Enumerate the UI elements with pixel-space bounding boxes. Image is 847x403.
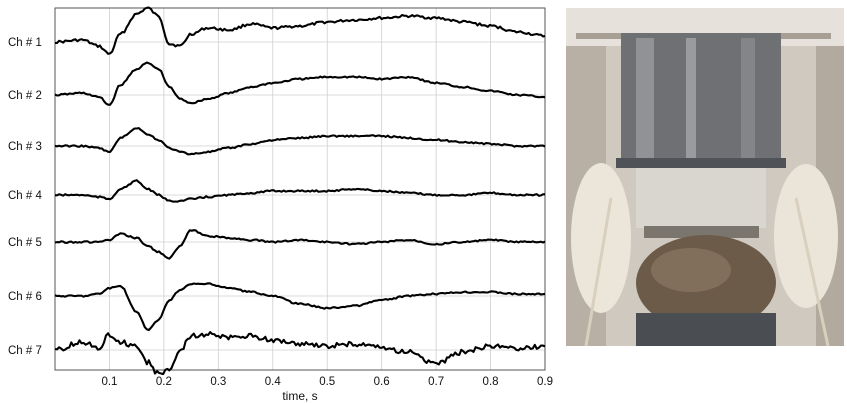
- series-line-ch6: [54, 282, 546, 332]
- channel-label-4: Ch # 4: [8, 190, 42, 202]
- x-tick-label: 0.9: [537, 376, 553, 388]
- channel-labels-group: Ch # 1 Ch # 2 Ch # 3 Ch # 4 Ch # 5 Ch # 6 Ch #…: [8, 37, 42, 357]
- series-line-ch4: [54, 179, 545, 203]
- channel-label-1: Ch # 1: [8, 37, 42, 49]
- x-tick-label: 0.7: [428, 376, 444, 388]
- x-tick-label: 0.1: [101, 376, 117, 388]
- grid-lines: [55, 8, 546, 370]
- channel-trace-chart: Ch # 1 Ch # 2 Ch # 3 Ch # 4 Ch # 5 Ch # 6 Ch #…: [8, 6, 553, 403]
- cable-bundles: [571, 163, 838, 346]
- series-line-ch5: [54, 229, 546, 260]
- x-tick-labels-group: 0.1 0.2 0.3 0.4 0.5 0.6 0.7 0.8 0.9: [101, 376, 553, 388]
- plot-frame: [54, 7, 546, 371]
- x-tick-label: 0.2: [156, 376, 172, 388]
- series-line-ch1: [55, 6, 546, 55]
- traces-group: [54, 6, 546, 376]
- x-tick-label: 0.4: [265, 376, 282, 388]
- channel-label-7: Ch # 7: [8, 345, 42, 357]
- x-tick-label: 0.5: [319, 376, 335, 388]
- series-line-ch3: [54, 127, 546, 156]
- channel-label-5: Ch # 5: [8, 237, 42, 249]
- dewar-cylinder: [616, 33, 786, 238]
- magnetometer-photo: [566, 8, 844, 346]
- x-tick-label: 0.3: [210, 376, 226, 388]
- series-line-ch2: [54, 61, 546, 106]
- channel-label-6: Ch # 6: [8, 291, 42, 303]
- channel-label-2: Ch # 2: [8, 90, 42, 102]
- x-tick-label: 0.8: [483, 376, 499, 388]
- series-line-ch7: [54, 331, 546, 376]
- x-axis-label: time, s: [282, 389, 317, 403]
- x-tick-label: 0.6: [374, 376, 390, 388]
- channel-label-3: Ch # 3: [8, 141, 42, 153]
